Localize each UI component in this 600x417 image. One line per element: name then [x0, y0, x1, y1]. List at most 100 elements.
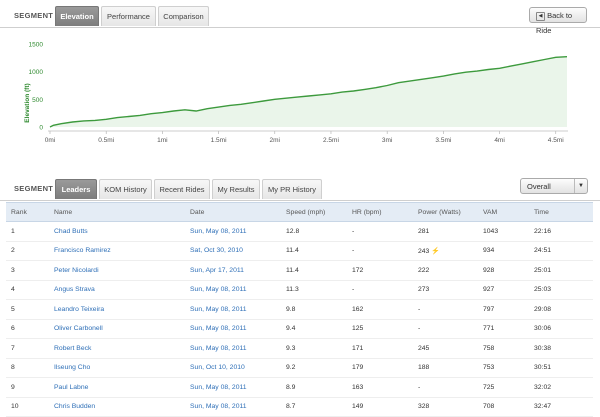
cell-rank: 5 [6, 299, 49, 320]
segment-top-tabbar: SEGMENT Elevation Performance Comparison… [0, 5, 600, 35]
name-value[interactable]: Francisco Ramirez [54, 247, 111, 255]
cell-power: 281 [413, 221, 478, 242]
name-value[interactable]: Leandro Teixeira [54, 305, 105, 313]
cell-date[interactable]: Sun, May 08, 2011 [185, 319, 281, 339]
cell-name[interactable]: Chris Budden [49, 397, 185, 417]
col-speed[interactable]: Speed (mph) [281, 202, 347, 222]
cell-date[interactable]: Sun, May 08, 2011 [185, 221, 281, 242]
date-value[interactable]: Sat, Oct 30, 2010 [190, 247, 243, 255]
rank-value: 10 [11, 403, 19, 411]
tab-leaders[interactable]: Leaders [55, 179, 97, 199]
col-hr[interactable]: HR (bpm) [347, 202, 413, 222]
name-value[interactable]: Paul Labne [54, 383, 89, 391]
vam-value: 753 [483, 364, 495, 372]
vam-value: 708 [483, 403, 495, 411]
table-row: 5 Leandro Teixeira Sun, May 08, 2011 9.8 162… [6, 299, 593, 320]
col-power[interactable]: Power (Watts) [413, 202, 478, 222]
cell-name[interactable]: Chad Butts [49, 221, 185, 242]
speed-value: 9.2 [286, 364, 296, 372]
x-tick-label: 3mi [382, 137, 392, 144]
time-value: 22:16 [534, 227, 552, 235]
name-value[interactable]: Chad Butts [54, 227, 88, 235]
y-tick-label: 1000 [29, 69, 44, 76]
cell-date[interactable]: Sun, May 08, 2011 [185, 377, 281, 398]
cell-hr: 172 [347, 260, 413, 281]
cell-power: - [413, 299, 478, 320]
date-value[interactable]: Sun, May 08, 2011 [190, 403, 247, 411]
cell-name[interactable]: Angus Strava [49, 280, 185, 300]
cell-name[interactable]: Oliver Carbonell [49, 319, 185, 339]
cell-date[interactable]: Sun, Oct 10, 2010 [185, 358, 281, 378]
cell-power: 188 [413, 358, 478, 378]
col-time[interactable]: Time [529, 202, 593, 222]
time-value: 25:03 [534, 286, 552, 294]
back-to-ride-button[interactable]: ◀ Back to Ride [529, 7, 587, 35]
cell-hr: - [347, 221, 413, 242]
date-value[interactable]: Sun, May 08, 2011 [190, 227, 247, 235]
cell-date[interactable]: Sat, Oct 30, 2010 [185, 241, 281, 261]
speed-value: 9.4 [286, 325, 296, 333]
tab-elevation[interactable]: Elevation [55, 6, 99, 26]
cell-power: - [413, 377, 478, 398]
col-rank[interactable]: Rank [6, 202, 49, 222]
cell-name[interactable]: Paul Labne [49, 377, 185, 398]
col-date[interactable]: Date [185, 202, 281, 222]
cell-name[interactable]: Robert Beck [49, 338, 185, 359]
date-value[interactable]: Sun, May 08, 2011 [190, 305, 247, 313]
name-value[interactable]: Ilseung Cho [54, 364, 91, 372]
cell-name[interactable]: Peter Nicolardi [49, 260, 185, 281]
y-tick-label: 1500 [29, 42, 44, 49]
cell-time: 25:01 [529, 260, 593, 281]
name-value[interactable]: Peter Nicolardi [54, 266, 99, 274]
date-value[interactable]: Sun, May 08, 2011 [190, 325, 247, 333]
tab-performance[interactable]: Performance [101, 6, 156, 26]
elevation-chart: Elevation (ft) 0 500 1000 1500 0mi 0.5mi 1mi 1… [24, 42, 568, 144]
cell-name[interactable]: Leandro Teixeira [49, 299, 185, 320]
time-value: 32:02 [534, 383, 552, 391]
cell-vam: 797 [478, 299, 529, 320]
name-value[interactable]: Angus Strava [54, 286, 95, 294]
cell-date[interactable]: Sun, May 08, 2011 [185, 338, 281, 359]
date-value[interactable]: Sun, Apr 17, 2011 [190, 266, 244, 274]
name-value[interactable]: Oliver Carbonell [54, 325, 103, 333]
cell-date[interactable]: Sun, Apr 17, 2011 [185, 260, 281, 281]
overall-filter-select[interactable]: Overall ▼ [520, 178, 588, 194]
tab-comparison[interactable]: Comparison [158, 6, 209, 26]
time-value: 30:51 [534, 364, 552, 372]
tab-kom-history[interactable]: KOM History [99, 179, 152, 199]
time-value: 30:38 [534, 344, 552, 352]
cell-date[interactable]: Sun, May 08, 2011 [185, 397, 281, 417]
cell-time: 30:06 [529, 319, 593, 339]
cell-date[interactable]: Sun, May 08, 2011 [185, 280, 281, 300]
name-value[interactable]: Chris Budden [54, 403, 96, 411]
col-name[interactable]: Name [49, 202, 185, 222]
power-value: - [418, 325, 421, 333]
cell-name[interactable]: Francisco Ramirez [49, 241, 185, 261]
hr-value: - [352, 286, 355, 294]
table-row: 4 Angus Strava Sun, May 08, 2011 11.3 - 273 92… [6, 280, 593, 300]
vam-value: 725 [483, 383, 495, 391]
rank-value: 8 [11, 364, 15, 372]
cell-time: 30:38 [529, 338, 593, 359]
date-value[interactable]: Sun, May 08, 2011 [190, 344, 247, 352]
date-value[interactable]: Sun, May 08, 2011 [190, 383, 247, 391]
x-tick-label: 3.5mi [435, 137, 451, 144]
date-value[interactable]: Sun, Oct 10, 2010 [190, 364, 245, 372]
cell-name[interactable]: Ilseung Cho [49, 358, 185, 378]
cell-hr: 149 [347, 397, 413, 417]
x-tick-label: 1.5mi [211, 137, 227, 144]
vam-value: 771 [483, 325, 495, 333]
elevation-area [50, 56, 567, 128]
hr-value: 162 [352, 305, 364, 313]
rank-value: 6 [11, 325, 15, 333]
tab-my-pr-history[interactable]: My PR History [262, 179, 322, 199]
col-vam[interactable]: VAM [478, 202, 529, 222]
tab-recent-rides[interactable]: Recent Rides [154, 179, 210, 199]
tab-my-results[interactable]: My Results [212, 179, 260, 199]
cell-date[interactable]: Sun, May 08, 2011 [185, 299, 281, 320]
table-header-row: Rank Name Date Speed (mph) HR (bpm) Powe… [6, 202, 593, 222]
time-value: 30:06 [534, 325, 552, 333]
name-value[interactable]: Robert Beck [54, 344, 92, 352]
cell-power: 273 [413, 280, 478, 300]
date-value[interactable]: Sun, May 08, 2011 [190, 286, 247, 294]
